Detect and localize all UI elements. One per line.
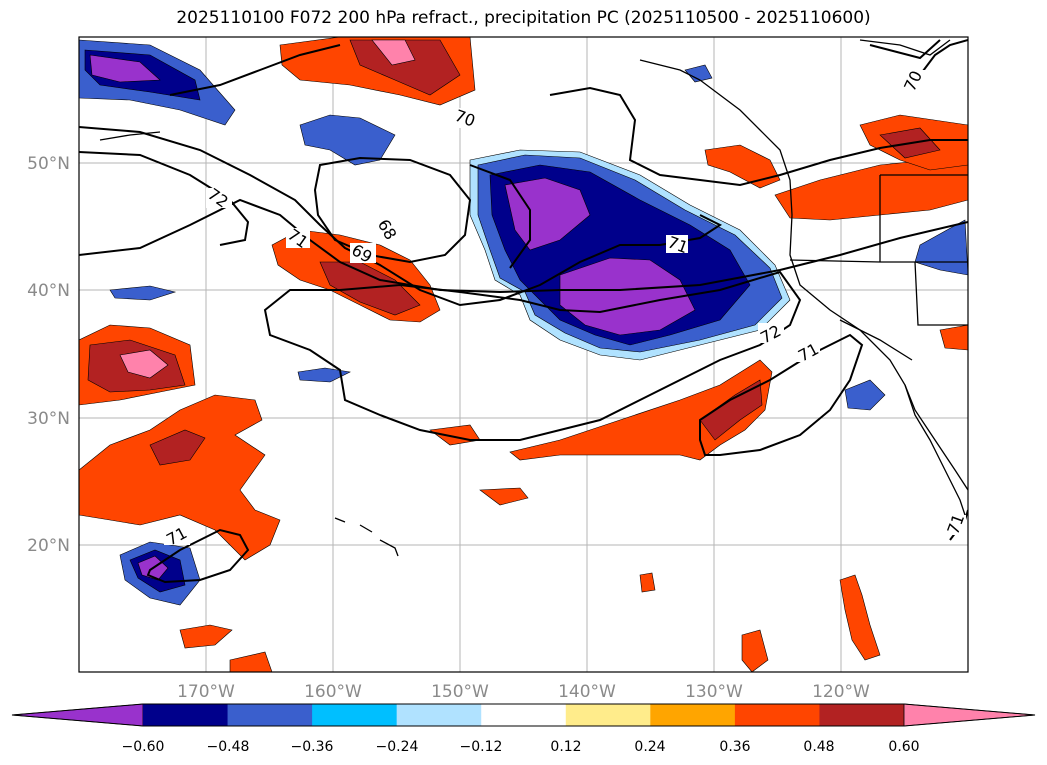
colorbar-extend-max [903, 703, 1036, 727]
colorbar-tick-label: 0.48 [803, 739, 834, 755]
colorbar-segment [312, 704, 398, 726]
colorbar-extend-min [11, 703, 144, 727]
lon-tick-label: 150°W [431, 682, 489, 702]
colorbar-segment [650, 704, 736, 726]
lon-tick-label: 160°W [304, 682, 362, 702]
colorbar-segment [227, 704, 313, 726]
lon-tick-label: 130°W [685, 682, 743, 702]
colorbar-segment [734, 704, 820, 726]
colorbar-outline [11, 703, 1036, 727]
lat-tick-label: 50°N [27, 154, 70, 174]
lat-axis: 50°N 40°N 30°N 20°N [27, 154, 70, 556]
colorbar-tick-label: 0.12 [550, 739, 581, 755]
colorbar-tick-label: −0.60 [122, 739, 165, 755]
colorbar-tick-label: 0.60 [888, 739, 919, 755]
colorbar-segment [565, 704, 651, 726]
colorbar-segment [819, 704, 905, 726]
colorbar-ticks: −0.60 −0.48 −0.36 −0.24 −0.12 0.12 0.24 … [122, 739, 920, 755]
colorbar-tick-label: 0.24 [634, 739, 665, 755]
lat-tick-label: 30°N [27, 409, 70, 429]
colorbar-segment [396, 704, 482, 726]
contour-label-group: 72 71 69 68 70 71 72 71 71 70 71 [163, 68, 968, 550]
colorbar-segment [481, 704, 567, 726]
colorbar-segment [143, 704, 229, 726]
colorbar-tick-label: −0.24 [376, 739, 419, 755]
colorbar-tick-label: 0.36 [719, 739, 750, 755]
lat-tick-label: 20°N [27, 536, 70, 556]
plot-title: 2025110100 F072 200 hPa refract., precip… [176, 8, 871, 28]
plot-frame [78, 36, 969, 673]
lon-tick-label: 140°W [558, 682, 616, 702]
lon-tick-label: 170°W [177, 682, 235, 702]
colorbar-tick-label: −0.48 [207, 739, 250, 755]
lon-tick-label: 120°W [812, 682, 870, 702]
colorbar-tick-label: −0.12 [460, 739, 503, 755]
colorbar-tick-label: −0.36 [291, 739, 334, 755]
lat-tick-label: 40°N [27, 281, 70, 301]
lon-axis: 170°W 160°W 150°W 140°W 130°W 120°W [177, 682, 870, 702]
colorbar [11, 703, 1036, 727]
